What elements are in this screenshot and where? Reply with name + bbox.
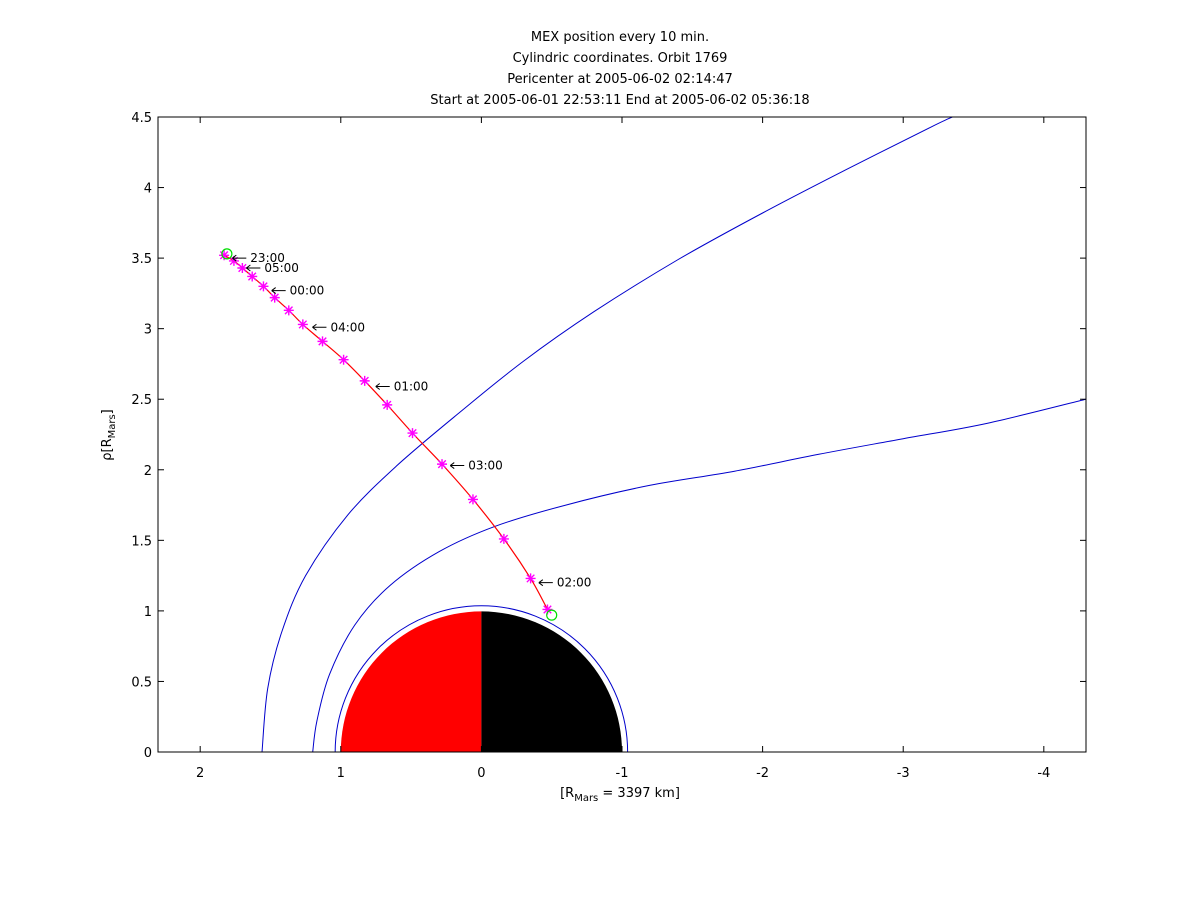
orbit-marker-16	[525, 573, 536, 584]
orbit-marker-10	[359, 375, 370, 386]
time-label-0: 23:00	[250, 251, 285, 265]
orbit-marker-5	[269, 292, 280, 303]
x-tick-label-3: -1	[616, 766, 629, 781]
x-tick-label-4: -2	[756, 766, 769, 781]
orbit-marker-12	[407, 428, 418, 439]
y-tick-label-9: 4.5	[131, 111, 152, 126]
time-label-3: 04:00	[330, 320, 365, 334]
chart-title: MEX position every 10 min. Cylindric coo…	[430, 30, 809, 108]
y-tick-label-3: 1.5	[131, 534, 152, 549]
orbit-marker-7	[297, 319, 308, 330]
y-tick-label-6: 3	[144, 323, 152, 338]
orbit-marker-2	[237, 262, 248, 273]
x-tick-label-1: 1	[337, 766, 345, 781]
planet-nightside	[481, 611, 622, 752]
y-tick-label-5: 2.5	[131, 393, 152, 408]
time-label-arrow-1	[246, 264, 261, 272]
plot-area	[219, 117, 1086, 752]
orbit-marker-14	[467, 494, 478, 505]
orbit-marker-3	[247, 271, 258, 282]
x-tick-label-6: -4	[1037, 766, 1050, 781]
y-tick-label-1: 0.5	[131, 675, 152, 690]
time-label-arrow-3	[312, 323, 327, 331]
orbit-track	[223, 254, 549, 610]
orbit-marker-4	[258, 281, 269, 292]
plot-frame	[157, 116, 1087, 753]
y-axis-label-tail: ]	[100, 409, 115, 414]
time-label-arrow-0	[232, 254, 247, 262]
orbit-marker-8	[317, 336, 328, 347]
orbit-marker-9	[338, 354, 349, 365]
planet-dayside	[340, 611, 482, 752]
time-label-4: 01:00	[394, 380, 429, 394]
y-tick-label-8: 4	[144, 182, 152, 197]
orbit-start-marker	[221, 248, 233, 260]
time-label-6: 02:00	[557, 576, 592, 590]
x-axis-label-main: [R	[560, 786, 574, 801]
axes: 2 1 0 -1 -2 -3 -4 0 0.5 1 1.5 2 2.5 3 3.5 4 4.5	[131, 111, 1086, 781]
time-label-arrow-2	[271, 287, 286, 294]
y-tick-label-0: 0	[144, 746, 152, 761]
orbit-marker-0	[219, 250, 230, 261]
orbit-marker-11	[382, 399, 393, 410]
x-axis-label-tail: = 3397 km]	[598, 786, 680, 801]
time-label-2: 00:00	[290, 284, 325, 298]
x-axis-label: [RMars = 3397 km]	[560, 786, 680, 804]
x-axis-label-sub: Mars	[574, 793, 598, 804]
orbit-marker-13	[437, 459, 448, 470]
y-tick-label-2: 1	[144, 605, 152, 620]
orbit-end-marker	[546, 609, 558, 621]
y-axis-label-main: ρ[R	[100, 438, 115, 460]
y-axis-label: ρ[RMars]	[100, 409, 118, 461]
orbit-marker-15	[498, 533, 509, 544]
x-tick-label-0: 2	[196, 766, 204, 781]
time-label-arrow-6	[538, 579, 553, 587]
title-line-3: Pericenter at 2005-06-02 02:14:47	[507, 72, 733, 87]
y-tick-label-7: 3.5	[131, 252, 152, 267]
title-line-4: Start at 2005-06-01 22:53:11 End at 2005…	[430, 93, 809, 108]
x-tick-label-5: -3	[897, 766, 910, 781]
orbit-marker-1	[228, 255, 239, 266]
time-label-arrow-5	[449, 462, 465, 469]
time-label-arrow-4	[375, 383, 390, 390]
title-line-2: Cylindric coordinates. Orbit 1769	[513, 51, 728, 66]
x-tick-label-2: 0	[477, 766, 485, 781]
title-line-1: MEX position every 10 min.	[531, 30, 709, 45]
y-axis-label-sub: Mars	[107, 414, 118, 438]
orbit-marker-17	[542, 604, 553, 615]
time-label-5: 03:00	[468, 459, 503, 473]
y-tick-label-4: 2	[144, 464, 152, 479]
magnetic-pileup-boundary-curve	[312, 398, 1086, 752]
bow-shock-curve	[261, 117, 953, 752]
planet-boundary	[334, 605, 629, 752]
time-label-1: 05:00	[264, 261, 299, 275]
orbit-marker-6	[283, 305, 294, 316]
